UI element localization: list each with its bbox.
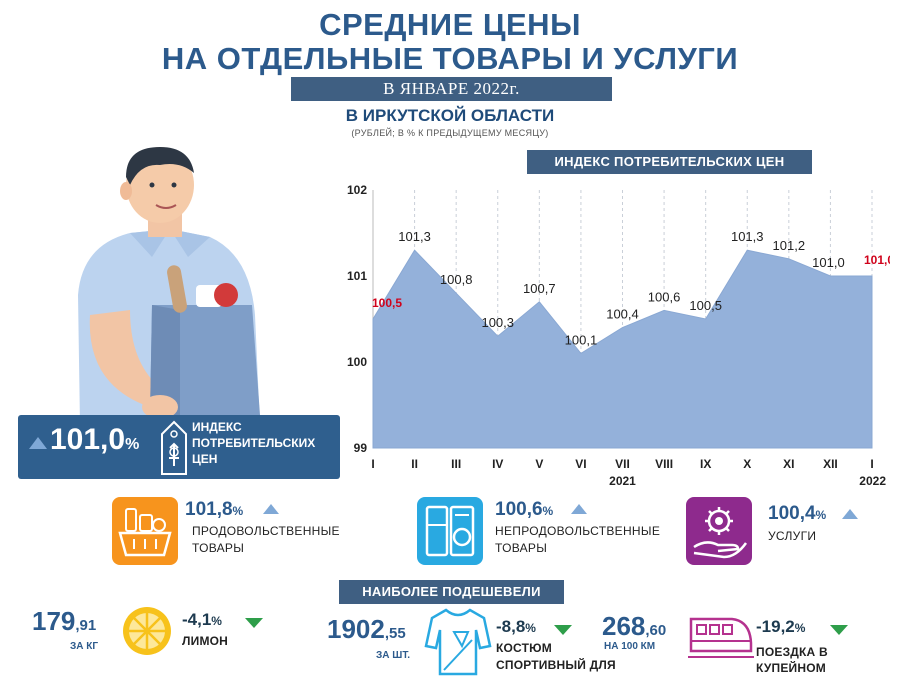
x-tick-label: II — [411, 457, 418, 471]
services-up-arrow-icon — [842, 509, 858, 519]
lemon-label: ЛИМОН — [182, 634, 229, 648]
x-tick-label: X — [743, 457, 751, 471]
x-tick-label: VIII — [655, 457, 673, 471]
x-tick-label: VI — [575, 457, 586, 471]
data-label: 100,1 — [565, 332, 598, 347]
food-label: ПРОДОВОЛЬСТВЕННЫЕ ТОВАРЫ — [192, 524, 340, 555]
region-label: В ИРКУТСКОЙ ОБЛАСТИ — [345, 106, 555, 125]
hand-gear-icon — [686, 497, 752, 565]
suit-unit: ЗА ШТ. — [376, 650, 411, 661]
price-tag-icon — [161, 420, 187, 475]
train-label-line1: ПОЕЗДКА В — [756, 645, 828, 659]
shopper-illustration — [78, 147, 260, 425]
nonfood-label: НЕПРОДОВОЛЬСТВЕННЫЕ ТОВАРЫ — [495, 524, 661, 555]
train-change: -19,2% — [756, 617, 806, 636]
month-banner: В ЯНВАРЕ 2022г. — [291, 77, 612, 101]
food-basket-icon — [112, 497, 178, 565]
suit-price: 1902,55 — [327, 614, 406, 644]
lemon-down-arrow-icon — [245, 618, 263, 628]
suit-change: -8,8% — [496, 617, 536, 636]
year-label: 2021 — [609, 474, 636, 488]
y-tick-label: 102 — [347, 183, 367, 197]
y-tick-label: 101 — [347, 269, 367, 283]
sport-suit-icon — [424, 608, 492, 676]
data-label: 101,3 — [398, 229, 431, 244]
lemon-change: -4,1% — [182, 610, 222, 629]
x-tick-label: XI — [783, 457, 794, 471]
data-label: 101,0 — [812, 255, 845, 270]
page-title-line1: СРЕДНИЕ ЦЕНЫ — [319, 7, 581, 42]
train-unit: НА 100 КМ — [604, 641, 656, 652]
data-label: 100,5 — [689, 298, 722, 313]
x-tick-label: XII — [823, 457, 838, 471]
suit-label-line2: СПОРТИВНЫЙ ДЛЯ — [496, 658, 616, 672]
train-label-line2: КУПЕЙНОМ — [756, 661, 826, 675]
page-title-line2: НА ОТДЕЛЬНЫЕ ТОВАРЫ И УСЛУГИ — [161, 41, 739, 76]
train-icon — [688, 617, 754, 658]
units-note: (РУБЛЕЙ; В % К ПРЕДЫДУЩЕМУ МЕСЯЦУ) — [351, 128, 549, 138]
cpi-area-series — [372, 249, 873, 449]
data-label: 101,2 — [773, 238, 806, 253]
services-label: УСЛУГИ — [768, 529, 817, 543]
food-up-arrow-icon — [263, 504, 279, 514]
train-down-arrow-icon — [830, 625, 848, 635]
data-label: 100,8 — [440, 272, 473, 287]
suit-label-line1: КОСТЮМ — [496, 641, 552, 655]
data-label: 100,7 — [523, 281, 556, 296]
food-index-value: 101,8% — [185, 499, 244, 520]
lemon-unit: ЗА КГ — [70, 641, 99, 652]
x-tick-label: VII — [615, 457, 630, 471]
lemon-price: 179,91 — [32, 606, 97, 636]
data-label: 100,5 — [372, 296, 402, 310]
y-tick-label: 100 — [347, 355, 367, 369]
x-tick-label: III — [451, 457, 461, 471]
data-label: 101,3 — [731, 229, 764, 244]
data-label: 100,4 — [606, 307, 639, 322]
suit-down-arrow-icon — [554, 625, 572, 635]
x-tick-label: IX — [700, 457, 711, 471]
cpi-panel-title: ИНДЕКС ПОТРЕБИТЕЛЬСКИХ ЦЕН — [527, 150, 812, 174]
x-tick-label: V — [535, 457, 543, 471]
data-label: 100,3 — [481, 315, 514, 330]
x-tick-label: I — [870, 457, 873, 471]
nonfood-index-value: 100,6% — [495, 499, 554, 520]
x-tick-label: IV — [492, 457, 503, 471]
year-label: 2022 — [859, 474, 886, 488]
index-summary-value: 101,0% — [50, 423, 140, 456]
y-tick-label: 99 — [354, 441, 368, 455]
lemon-icon — [123, 607, 171, 655]
appliances-icon — [417, 497, 483, 565]
data-label: 100,6 — [648, 289, 681, 304]
cheaper-title: НАИБОЛЕЕ ПОДЕШЕВЕЛИ — [339, 580, 564, 604]
nonfood-up-arrow-icon — [571, 504, 587, 514]
index-summary-label: ИНДЕКС ПОТРЕБИТЕЛЬСКИХ ЦЕН — [192, 420, 316, 466]
data-label: 101,0 — [864, 253, 890, 267]
x-tick-label: I — [371, 457, 374, 471]
services-index-value: 100,4% — [768, 503, 827, 524]
train-price: 268,60 — [602, 611, 667, 641]
up-arrow-icon — [29, 437, 47, 449]
